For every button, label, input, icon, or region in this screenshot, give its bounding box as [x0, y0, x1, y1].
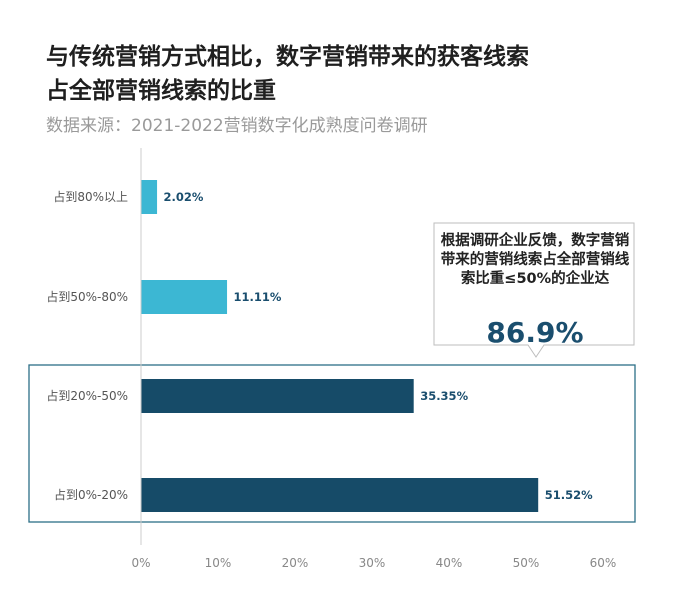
- callout-value: 86.9%: [486, 316, 584, 349]
- x-tick-label: 50%: [513, 556, 540, 570]
- category-label: 占到20%-50%: [46, 388, 128, 403]
- chart-title: 与传统营销方式相比，数字营销带来的获客线索 占全部营销线索的比重: [46, 40, 646, 108]
- x-tick-label: 0%: [131, 556, 150, 570]
- x-tick-label: 60%: [590, 556, 617, 570]
- value-label: 35.35%: [420, 389, 468, 403]
- highlight-frame: [28, 364, 636, 523]
- bar-2: [141, 280, 228, 314]
- category-label: 占到0%-20%: [54, 487, 128, 502]
- x-tick-label: 20%: [282, 556, 309, 570]
- value-label: 11.11%: [234, 290, 282, 304]
- title-line-2: 占全部营销线索的比重: [46, 78, 276, 104]
- x-tick-label: 30%: [359, 556, 386, 570]
- bar-4: [141, 478, 539, 512]
- category-label: 占到50%-80%: [46, 289, 128, 304]
- x-tick-label: 40%: [436, 556, 463, 570]
- bar-1: [141, 180, 158, 214]
- callout-text: 根据调研企业反馈，数字营销带来的营销线索占全部营销线索比重≤50%的企业达: [440, 233, 630, 287]
- chart-subtitle: 数据来源：2021-2022营销数字化成熟度问卷调研: [46, 116, 428, 136]
- x-tick-label: 10%: [205, 556, 232, 570]
- title-line-1: 与传统营销方式相比，数字营销带来的获客线索: [46, 44, 529, 70]
- value-label: 51.52%: [545, 488, 593, 502]
- bar-3: [141, 379, 414, 413]
- callout-box: [433, 222, 635, 358]
- value-label: 2.02%: [164, 190, 204, 204]
- category-label: 占到80%以上: [53, 189, 128, 204]
